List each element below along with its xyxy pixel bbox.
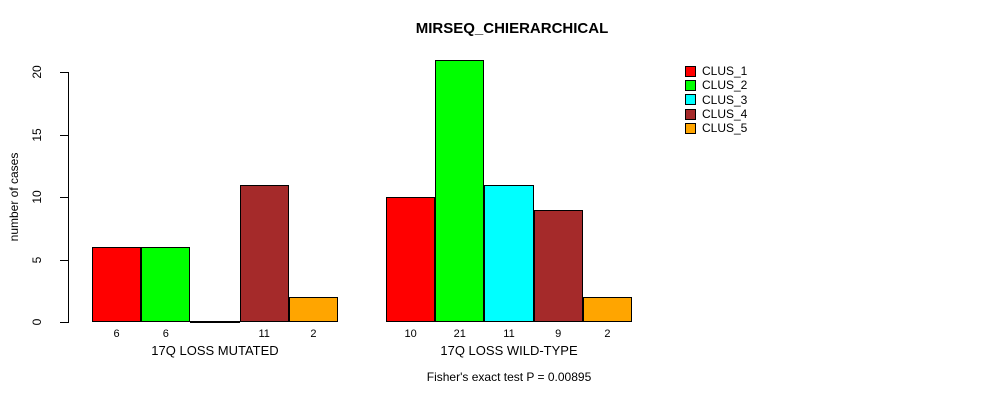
y-axis-tick-label: 20 bbox=[30, 65, 44, 79]
y-axis-tick bbox=[60, 72, 68, 73]
bar-clus_2-group-1 bbox=[141, 247, 191, 322]
legend-item: CLUS_4 bbox=[685, 107, 747, 121]
legend-item-label: CLUS_3 bbox=[702, 92, 748, 107]
legend-swatch-clus_5 bbox=[685, 122, 696, 134]
legend-item: CLUS_5 bbox=[685, 121, 747, 135]
y-axis-tick-label: 0 bbox=[30, 318, 44, 326]
legend-swatch-clus_2 bbox=[685, 79, 696, 91]
y-axis-tick-label: 5 bbox=[30, 256, 44, 263]
group-label-wild-type: 17Q LOSS WILD-TYPE bbox=[440, 343, 578, 358]
y-axis-tick bbox=[60, 322, 68, 323]
fisher-test-annotation: Fisher's exact test P = 0.00895 bbox=[426, 370, 592, 384]
bar-value-label: 9 bbox=[555, 328, 562, 340]
group-label-mutated: 17Q LOSS MUTATED bbox=[151, 343, 279, 358]
bar-clus_5-group-2 bbox=[582, 297, 632, 322]
bar-clus_4-group-1 bbox=[239, 184, 289, 322]
bar-clus_2-group-2 bbox=[435, 59, 485, 322]
bar-value-label: 11 bbox=[503, 328, 515, 340]
bar-value-label: 11 bbox=[258, 328, 270, 340]
legend-item: CLUS_2 bbox=[685, 78, 747, 92]
y-axis-tick bbox=[60, 197, 68, 198]
y-axis-tick bbox=[60, 134, 68, 136]
legend-item-label: CLUS_4 bbox=[702, 107, 748, 122]
legend-item-label: CLUS_2 bbox=[702, 78, 748, 93]
bar-value-label: 21 bbox=[453, 328, 466, 340]
legend-swatch-clus_1 bbox=[685, 65, 696, 77]
y-axis-tick-label: 10 bbox=[30, 190, 44, 204]
bar-clus_3-group-2 bbox=[484, 184, 534, 322]
legend-item: CLUS_1 bbox=[685, 64, 747, 78]
bar-value-label: 2 bbox=[604, 328, 611, 340]
legend-item-label: CLUS_5 bbox=[702, 121, 748, 136]
legend-swatch-clus_3 bbox=[685, 94, 696, 106]
y-axis-tick-label: 15 bbox=[30, 127, 44, 142]
bar-value-label: 6 bbox=[162, 328, 169, 340]
bar-clus_1-group-1 bbox=[92, 247, 142, 322]
chart-title: MIRSEQ_CHIERARCHICAL bbox=[415, 20, 609, 37]
bar-clus_5-group-1 bbox=[288, 297, 338, 322]
legend-swatch-clus_4 bbox=[685, 108, 696, 120]
bar-clus_4-group-2 bbox=[533, 209, 583, 322]
legend: CLUS_1 CLUS_2 CLUS_3 CLUS_4 CLUS_5 bbox=[685, 64, 747, 135]
y-axis-line bbox=[68, 72, 69, 323]
bar-clus_1-group-2 bbox=[386, 197, 436, 322]
bar-value-label: 2 bbox=[310, 328, 317, 340]
y-axis-title: number of cases bbox=[7, 152, 21, 242]
bar-clus_3-group-1-zero-line bbox=[190, 321, 240, 323]
legend-item-label: CLUS_1 bbox=[702, 64, 748, 79]
legend-item: CLUS_3 bbox=[685, 93, 747, 107]
bar-value-label: 6 bbox=[113, 328, 120, 340]
y-axis-tick bbox=[60, 259, 68, 261]
bar-value-label: 10 bbox=[404, 328, 417, 340]
